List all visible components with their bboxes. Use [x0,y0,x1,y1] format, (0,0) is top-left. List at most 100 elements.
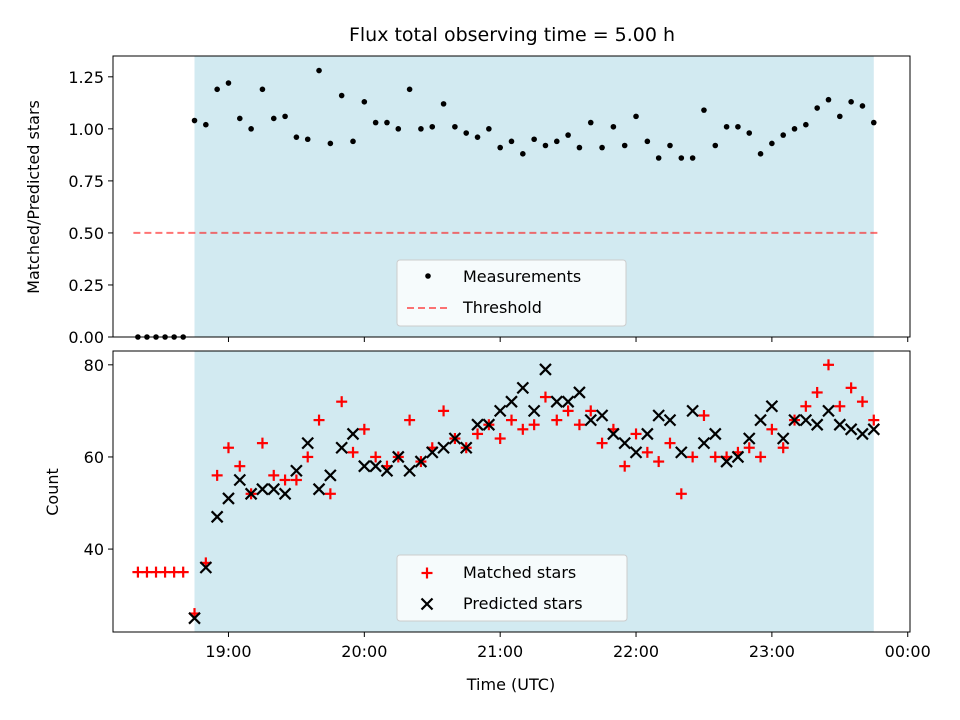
predicted-star-point [788,413,801,427]
matched-star-point [856,396,868,408]
predicted-star-point [799,413,813,427]
matched-star-point [324,488,336,500]
predicted-star-point [618,436,631,450]
x-tick-label: 19:00 [205,642,251,661]
top-y-tick-label: 1.25 [68,68,104,87]
matched-star-point [268,469,280,481]
matched-star-point [234,460,246,472]
predicted-star-point-b [663,413,677,427]
predicted-star-point-b [312,482,326,496]
measurement-point [723,123,730,130]
measurement-point [327,140,334,147]
predicted-star-point [312,482,326,496]
legend-measurements-label: Measurements [463,267,581,286]
predicted-star-point [765,400,779,413]
predicted-star-point-b [516,381,530,395]
measurement-point [520,151,526,157]
measurement-point [191,117,198,124]
predicted-star-point-b [765,400,779,413]
predicted-star-point-b [358,459,371,473]
measurement-point [667,142,673,149]
matched-star-point [777,442,789,454]
matched-star-point [211,469,223,481]
measurement-point [553,138,560,145]
top-y-tick-label: 0.75 [68,172,104,191]
measurement-point [621,142,628,149]
measurement-point [780,132,787,138]
measurement-point [203,121,209,128]
predicted-star-point [833,418,847,431]
predicted-star-point-b [290,464,303,478]
matched-star-point [845,382,857,394]
measurement-point [236,115,243,122]
x-axis-label: Time (UTC) [466,675,555,694]
predicted-star-point [267,482,281,496]
measurement-point [452,123,458,130]
bottom-y-tick-label: 60 [84,448,104,467]
legend-measurements-marker [425,273,431,279]
predicted-star-point-b [301,436,314,450]
predicted-star-point-b [459,441,473,455]
predicted-star-point [731,450,745,464]
predicted-star-point-b [833,418,847,431]
predicted-star-point [584,413,598,427]
predicted-star-point-b [799,413,813,427]
predicted-star-point-b [776,432,790,445]
predicted-star-point [720,455,733,468]
matched-star-point [222,442,234,454]
legend-threshold-label: Threshold [462,298,542,317]
matched-star-point [709,451,721,463]
predicted-star-point-b [425,446,439,459]
predicted-star-point [437,441,450,455]
predicted-star-point [199,561,213,574]
measurement-point [746,130,753,136]
predicted-star-point-b [539,363,552,376]
measurement-point [870,119,877,126]
predicted-star-point-b [471,418,484,431]
predicted-star-point [188,611,201,625]
predicted-star-point [629,446,643,459]
predicted-star-point-b [844,423,858,436]
matched-star-point [551,414,563,426]
top-axes-frame [112,55,911,338]
matched-star-point [698,409,710,421]
measurement-point [689,155,696,161]
predicted-star-point [290,464,303,478]
predicted-star-point [471,418,484,431]
measurement-point [508,138,515,145]
matched-star-point [811,386,823,398]
measurement-point [757,151,764,157]
matched-star-point [562,405,574,417]
predicted-star-point [561,395,575,408]
predicted-star-point [516,381,530,395]
measurement-point [735,123,741,130]
predicted-star-point [346,427,360,441]
predicted-star-point-b [392,450,405,464]
matched-star-point [539,391,551,403]
predicted-star-point-b [482,418,496,431]
bottom-axes-frame [112,350,911,633]
predicted-star-point [709,427,722,441]
predicted-star-point [663,413,677,427]
predicted-star-point [776,432,790,445]
predicted-star-point [482,418,496,431]
predicted-star-point-b [618,436,631,450]
predicted-star-point-b [584,413,598,427]
measurement-point [859,103,866,109]
matched-star-point [290,474,302,486]
predicted-star-point-b [369,459,382,473]
predicted-star-point-b [788,413,801,427]
predicted-star-point [697,436,711,450]
measurement-point [712,142,719,149]
predicted-star-point [301,436,314,450]
predicted-star-point [403,464,416,478]
matched-star-point [641,446,653,458]
predicted-star-point-b [505,395,518,408]
predicted-star-point [493,404,507,418]
matched-star-point [630,428,642,440]
matched-star-point [336,396,348,408]
predicted-star-point [278,487,292,501]
predicted-star-point-b [709,427,722,441]
measurement-point [701,107,707,113]
legend-cross-b [420,597,434,611]
